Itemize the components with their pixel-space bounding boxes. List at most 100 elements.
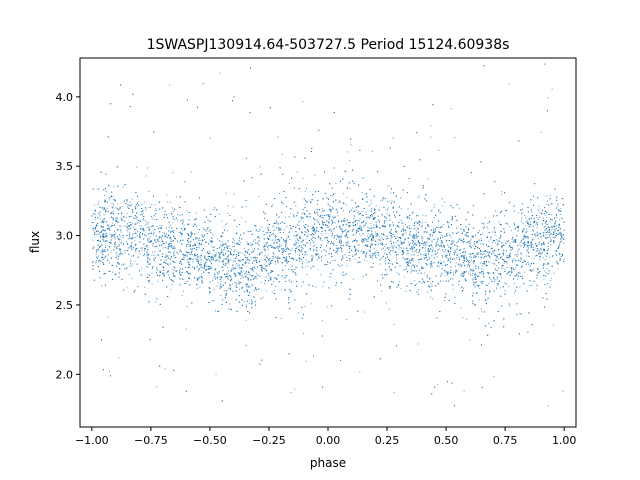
data-point: [127, 238, 129, 240]
data-point: [501, 191, 503, 193]
data-point: [322, 208, 324, 210]
data-point: [135, 215, 137, 217]
data-point: [504, 260, 506, 262]
data-point: [431, 234, 433, 236]
data-point: [120, 217, 122, 219]
data-point: [277, 262, 279, 264]
data-point: [326, 306, 328, 308]
data-point: [118, 357, 120, 359]
data-point: [187, 239, 189, 241]
data-point: [332, 229, 334, 231]
data-point: [400, 219, 402, 221]
data-point: [385, 220, 387, 222]
data-point: [417, 196, 419, 198]
data-point: [496, 265, 498, 267]
data-point: [223, 290, 225, 292]
data-point: [556, 254, 558, 256]
data-point: [441, 234, 443, 236]
data-point: [98, 201, 100, 203]
data-point: [424, 230, 426, 232]
data-point: [456, 257, 458, 259]
data-point: [240, 241, 242, 243]
data-point: [396, 258, 398, 260]
data-point: [259, 166, 261, 168]
data-point: [259, 275, 261, 277]
data-point: [437, 219, 439, 221]
data-point: [167, 264, 169, 266]
data-point: [207, 255, 209, 257]
data-point: [173, 230, 175, 232]
data-point: [547, 405, 549, 407]
data-point: [312, 250, 314, 252]
data-point: [162, 247, 164, 249]
data-point: [304, 306, 306, 308]
data-point: [425, 244, 427, 246]
data-point: [497, 240, 499, 242]
data-point: [559, 253, 561, 255]
data-point: [496, 278, 498, 280]
data-point: [304, 204, 306, 206]
data-point: [449, 255, 451, 257]
data-point: [196, 287, 198, 289]
data-point: [264, 263, 266, 265]
data-point: [553, 233, 555, 235]
data-point: [207, 256, 209, 258]
data-point: [198, 245, 200, 247]
data-point: [175, 196, 177, 198]
data-point: [195, 212, 197, 214]
data-point: [265, 290, 267, 292]
data-point: [120, 250, 122, 252]
data-point: [322, 285, 324, 287]
data-point: [530, 270, 532, 272]
data-point: [276, 236, 278, 237]
data-point: [281, 289, 283, 291]
data-point: [122, 186, 124, 188]
data-point: [540, 237, 542, 239]
data-point: [492, 242, 494, 244]
data-point: [315, 231, 317, 233]
data-point: [235, 264, 237, 266]
data-point: [356, 230, 358, 232]
data-point: [223, 259, 225, 261]
data-point: [128, 274, 130, 276]
data-point: [271, 292, 273, 294]
data-point: [421, 222, 423, 224]
data-point: [407, 261, 409, 263]
data-point: [462, 272, 464, 274]
data-point: [417, 255, 419, 257]
data-point: [554, 250, 556, 252]
data-point: [418, 252, 419, 254]
data-point: [437, 383, 439, 385]
data-point: [271, 259, 273, 261]
data-point: [430, 282, 432, 284]
data-point: [112, 222, 114, 224]
data-point: [346, 204, 348, 206]
data-point: [311, 240, 313, 242]
data-point: [190, 234, 192, 236]
data-point: [228, 270, 230, 272]
data-point: [531, 243, 533, 245]
data-point: [427, 291, 428, 293]
data-point: [141, 225, 143, 227]
data-point: [520, 257, 522, 259]
data-point: [335, 245, 337, 247]
data-point: [322, 214, 324, 216]
data-point: [158, 244, 160, 246]
data-point: [367, 233, 369, 235]
data-point: [413, 244, 415, 246]
data-point: [325, 233, 327, 235]
data-point: [303, 225, 305, 227]
data-point: [494, 210, 496, 212]
data-point: [480, 268, 482, 270]
data-point: [213, 288, 215, 290]
data-point: [217, 259, 219, 261]
data-point: [389, 254, 391, 256]
data-point: [218, 310, 220, 312]
data-point: [288, 231, 290, 233]
data-point: [260, 226, 262, 228]
data-point: [254, 256, 256, 258]
data-point: [553, 272, 555, 274]
data-point: [373, 239, 375, 241]
data-point: [204, 238, 206, 240]
data-point: [348, 254, 350, 256]
